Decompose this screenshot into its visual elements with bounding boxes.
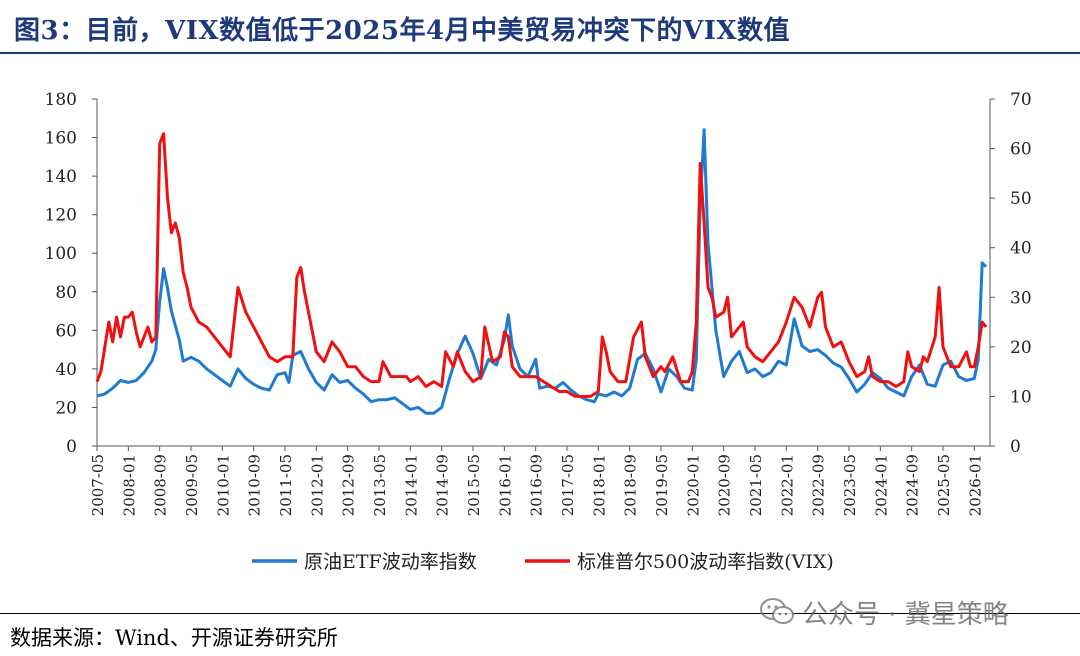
y-tick-label-right: 70 xyxy=(1010,90,1032,110)
line-chart: 0 20 40 60 80 100 120 140 160 180 0 10 20 30 40 50 60 70 2… xyxy=(45,90,1032,573)
x-tick-label: 2026-01 xyxy=(966,454,984,516)
y-tick-label-left: 0 xyxy=(66,437,77,457)
series-line-vix xyxy=(95,132,988,398)
y-tick-label-right: 0 xyxy=(1010,437,1021,457)
y-tick-label-right: 60 xyxy=(1010,140,1032,160)
y-tick-label-left: 60 xyxy=(55,321,77,341)
source-rule xyxy=(0,613,1080,614)
series-line-etf-volatility xyxy=(96,128,988,415)
y-tick-label-right: 50 xyxy=(1010,189,1032,209)
x-tick-label: 2014-01 xyxy=(402,454,420,516)
x-tick-label: 2012-09 xyxy=(340,454,358,516)
x-tick-label: 2023-05 xyxy=(841,454,859,516)
x-tick-label: 2008-01 xyxy=(120,454,138,516)
x-tick-label: 2019-05 xyxy=(653,454,671,516)
wechat-icon xyxy=(760,598,794,624)
y-tick-label-left: 80 xyxy=(55,283,77,303)
x-tick-label: 2008-09 xyxy=(152,454,170,516)
x-tick-label: 2007-05 xyxy=(89,454,107,516)
y-tick-label-left: 180 xyxy=(45,90,77,110)
watermark: 公众号 · 冀星策略 xyxy=(760,592,1009,632)
y-tick-label-right: 20 xyxy=(1010,338,1032,358)
x-tick-label: 2009-05 xyxy=(183,454,201,516)
x-tick-label: 2015-05 xyxy=(465,454,483,516)
x-tick-label: 2010-01 xyxy=(214,454,232,516)
x-tick-label: 2014-09 xyxy=(434,454,452,516)
figure-title: 图3：目前，VIX数值低于2025年4月中美贸易冲突下的VIX数值 xyxy=(14,16,791,46)
chart-legend: 原油ETF波动率指数 标准普尔500波动率指数(VIX) xyxy=(252,551,834,573)
y-tick-label-left: 160 xyxy=(45,129,77,149)
title-rule xyxy=(0,52,1080,54)
watermark-text: 公众号 · 冀星策略 xyxy=(802,599,1009,630)
x-tick-label: 2016-01 xyxy=(496,454,514,516)
y-tick-label-right: 30 xyxy=(1010,288,1032,308)
y-tick-label-left: 100 xyxy=(45,244,77,264)
x-tick-label: 2018-09 xyxy=(622,454,640,516)
source-note: 数据来源：Wind、开源证券研究所 xyxy=(10,626,338,650)
y-tick-label-left: 120 xyxy=(45,206,77,226)
x-tick-label: 2022-09 xyxy=(810,454,828,516)
x-tick-label: 2018-01 xyxy=(590,454,608,516)
x-tick-label: 2013-05 xyxy=(371,454,389,516)
chart-axes: 0 20 40 60 80 100 120 140 160 180 0 10 20 30 40 50 60 70 2… xyxy=(45,90,1032,516)
x-tick-label: 2016-09 xyxy=(528,454,546,516)
x-tick-label: 2012-01 xyxy=(308,454,326,516)
y-tick-label-right: 10 xyxy=(1010,387,1032,407)
x-tick-label: 2022-01 xyxy=(778,454,796,516)
x-tick-label: 2021-05 xyxy=(747,454,765,516)
figure-title-bar: 图3：目前，VIX数值低于2025年4月中美贸易冲突下的VIX数值 xyxy=(0,0,1080,56)
y-tick-label-left: 40 xyxy=(55,360,77,380)
x-tick-label: 2020-01 xyxy=(684,454,702,516)
x-tick-label: 2017-05 xyxy=(559,454,577,516)
legend-label: 原油ETF波动率指数 xyxy=(304,551,477,573)
legend-label: 标准普尔500波动率指数(VIX) xyxy=(577,551,834,573)
x-tick-label: 2011-05 xyxy=(277,454,295,516)
y-tick-label-left: 20 xyxy=(55,398,77,418)
x-tick-label: 2025-05 xyxy=(935,454,953,516)
y-tick-label-right: 40 xyxy=(1010,239,1032,259)
x-tick-label: 2020-09 xyxy=(716,454,734,516)
x-tick-label: 2024-01 xyxy=(872,454,890,516)
x-tick-label: 2010-09 xyxy=(246,454,264,516)
series-layer xyxy=(95,128,988,415)
x-tick-label: 2024-09 xyxy=(904,454,922,516)
y-tick-label-left: 140 xyxy=(45,167,77,187)
